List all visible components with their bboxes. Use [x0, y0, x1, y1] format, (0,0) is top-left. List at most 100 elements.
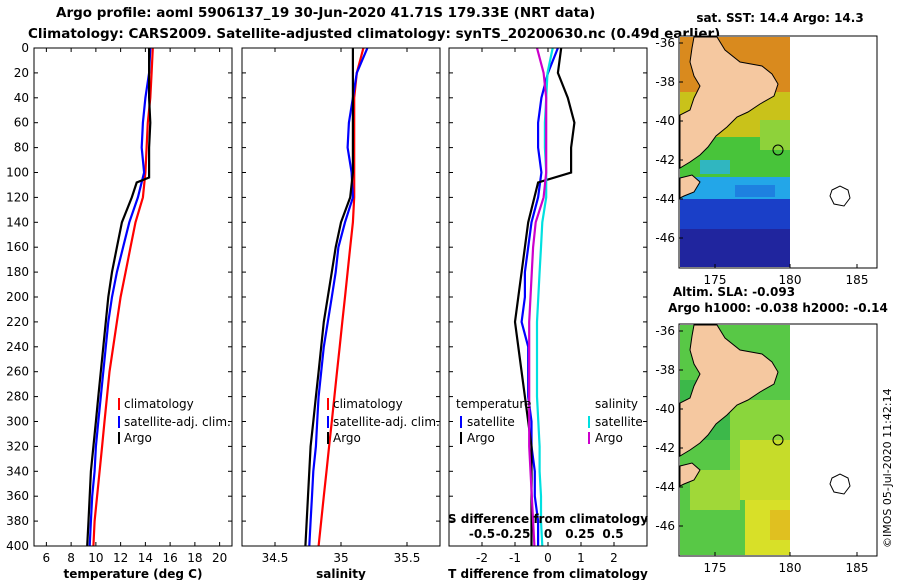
map-x-tick-label: 180	[779, 273, 802, 287]
series-temperature-satellite	[520, 48, 559, 546]
legend-t-argo-label: Argo	[467, 431, 495, 445]
y-tick-label: 320	[6, 439, 29, 453]
y-tick-label: 340	[6, 464, 29, 478]
legend-satellite-label: satellite-adj. clim.	[333, 415, 440, 429]
y-tick-label: 360	[6, 489, 29, 503]
map-y-tick-label: -42	[655, 153, 675, 167]
map-y-tick-label: -40	[655, 114, 675, 128]
map-y-tick-label: -40	[655, 402, 675, 416]
x-tick-label: 16	[162, 551, 177, 565]
x-tick-label: 10	[88, 551, 103, 565]
map-y-tick-label: -38	[655, 75, 675, 89]
legend-title-salinity: salinity	[595, 397, 638, 411]
legend-climatology-label: climatology	[124, 397, 194, 411]
difference-x-label: T difference from climatology	[448, 567, 648, 580]
map-y-tick-label: -46	[655, 231, 675, 245]
north-island-land	[679, 324, 779, 457]
temperature-x-label: temperature (deg C)	[64, 567, 203, 580]
south-island-land	[679, 174, 701, 199]
series-climatology	[317, 48, 365, 546]
series-argo	[304, 48, 354, 546]
map-x-tick-label: 180	[779, 561, 802, 575]
y-tick-label: 180	[6, 265, 29, 279]
legend-title-temperature: temperature	[456, 397, 531, 411]
salinity-x-label: salinity	[316, 567, 366, 580]
s-tick-label: -0.25	[496, 527, 531, 541]
series-salinity-satellite	[535, 48, 554, 546]
map-y-tick-label: -44	[655, 192, 675, 206]
s-tick-label: 0	[544, 527, 552, 541]
legend-climatology-label: climatology	[333, 397, 403, 411]
legend-t-satellite-label: satellite	[467, 415, 515, 429]
sla-map: Altim. SLA: -0.093 Argo h1000: -0.038 h2…	[668, 285, 888, 557]
s-difference-axis-title: S difference from climatology	[448, 512, 648, 526]
series-climatology	[92, 48, 154, 546]
legend-s-satellite-label: satellite	[595, 415, 643, 429]
x-tick-label: -2	[476, 551, 488, 565]
s-tick-label: 0.25	[565, 527, 595, 541]
temperature-panel: 6 8 10 12 14 16 18 2002040608010012014016018020…	[6, 41, 233, 580]
y-tick-label: 160	[6, 240, 29, 254]
south-island-land	[679, 462, 701, 487]
sla-map-title2: Argo h1000: -0.038 h2000: -0.14	[668, 301, 888, 315]
y-tick-label: 80	[14, 141, 29, 155]
y-tick-label: 240	[6, 340, 29, 354]
chatham-islands	[829, 185, 851, 207]
map-y-tick-label: -38	[655, 363, 675, 377]
x-tick-label: 18	[187, 551, 202, 565]
y-tick-label: 280	[6, 390, 29, 404]
argo-position-marker	[772, 144, 784, 156]
y-tick-label: 300	[6, 415, 29, 429]
x-tick-label: 0	[544, 551, 552, 565]
map-x-tick-label: 175	[704, 273, 727, 287]
x-tick-label: 12	[113, 551, 128, 565]
x-tick-label: -1	[509, 551, 521, 565]
difference-frame	[448, 47, 648, 547]
s-tick-label: 0.5	[602, 527, 623, 541]
difference-series	[513, 48, 576, 546]
difference-legend: temperature salinity satellite Argo sate…	[456, 397, 643, 445]
difference-panel: -2 -1 0 1 2 T difference from climatology	[448, 47, 648, 580]
map-x-tick-label: 185	[846, 561, 869, 575]
map-y-tick-label: -46	[655, 519, 675, 533]
y-tick-label: 0	[21, 41, 29, 55]
y-tick-label: 100	[6, 166, 29, 180]
sst-map-title: sat. SST: 14.4 Argo: 14.3	[696, 11, 863, 25]
map-y-tick-label: -44	[655, 480, 675, 494]
salinity-panel: 34.5 35 35.5 salinity	[241, 47, 441, 580]
map-x-tick-label: 185	[846, 273, 869, 287]
salinity-legend: climatology satellite-adj. clim. Argo	[327, 397, 440, 445]
x-tick-label: 35	[333, 551, 348, 565]
x-tick-label: 14	[138, 551, 153, 565]
series-satellite-adj-clim-	[88, 48, 152, 546]
x-tick-label: 20	[212, 551, 227, 565]
chatham-islands	[829, 473, 851, 495]
x-tick-label: 8	[67, 551, 75, 565]
y-tick-label: 400	[6, 539, 29, 553]
y-tick-label: 60	[14, 116, 29, 130]
sla-map-title1: Altim. SLA: -0.093	[673, 285, 795, 299]
map-y-tick-label: -42	[655, 441, 675, 455]
sla-map-axes: -36 -38 -40 -42 -44 -46 175 180 185	[655, 324, 868, 575]
y-tick-label: 380	[6, 514, 29, 528]
x-tick-label: 1	[577, 551, 585, 565]
temperature-legend: climatology satellite-adj. clim. Argo	[118, 397, 231, 445]
x-tick-label: 6	[43, 551, 51, 565]
argo-position-marker	[772, 434, 784, 446]
imos-timestamp: ©IMOS 05-Jul-2020 11:42:14	[881, 388, 894, 548]
series-salinity-argo	[528, 48, 548, 546]
y-tick-label: 120	[6, 190, 29, 204]
figure-title-line2: Climatology: CARS2009. Satellite-adjuste…	[28, 26, 721, 42]
salinity-frame	[241, 47, 441, 547]
temperature-frame	[33, 47, 233, 547]
s-difference-axis: S difference from climatology -0.5 -0.25…	[448, 512, 648, 541]
x-tick-label: 34.5	[262, 551, 289, 565]
series-satellite-adj-clim-	[308, 48, 369, 546]
y-tick-label: 40	[14, 91, 29, 105]
s-tick-label: -0.5	[469, 527, 495, 541]
map-y-tick-label: -36	[655, 324, 675, 338]
legend-satellite-label: satellite-adj. clim.	[124, 415, 231, 429]
temperature-series	[86, 48, 154, 546]
sst-map: sat. SST: 14.4 Argo: 14.3	[678, 11, 878, 269]
